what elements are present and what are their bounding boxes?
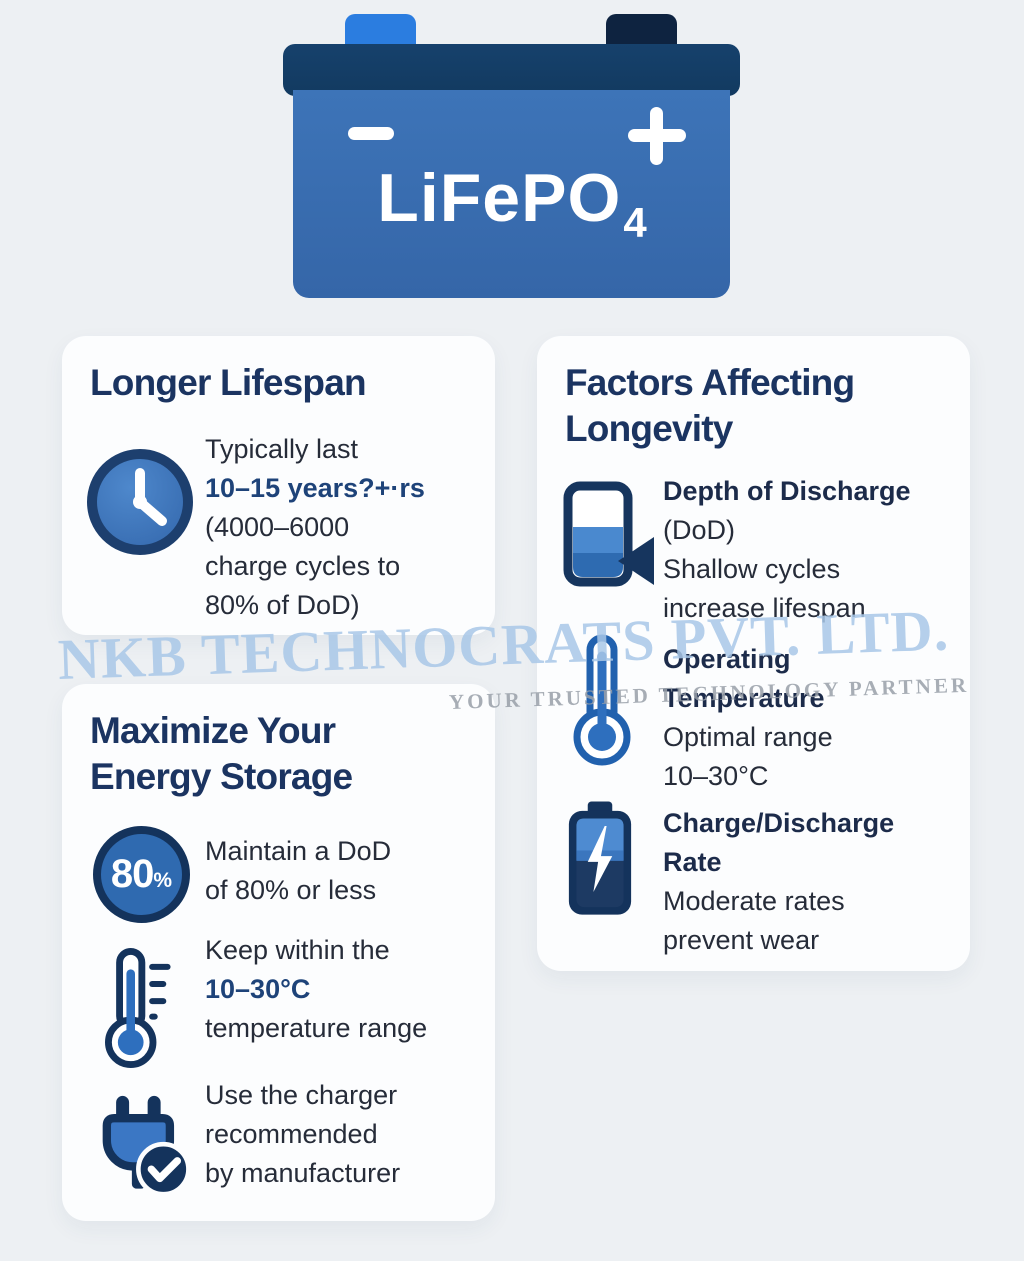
dod-line: increase lifespan (663, 593, 866, 623)
rate-text: Charge/Discharge Rate Moderate rates pre… (663, 804, 894, 960)
card-title-maximize: Maximize Your Energy Storage (90, 708, 353, 800)
charger-line: recommended (205, 1119, 378, 1149)
lifespan-text: Typically last 10–15 years?+·rs (4000–60… (205, 430, 425, 625)
thermometer-scale-icon (105, 948, 171, 1068)
badge-unit: % (153, 868, 173, 892)
card-factors-longevity: Factors Affecting Longevity Depth of Dis… (537, 336, 970, 971)
battery-top-band (283, 44, 740, 96)
rate-line: Rate (663, 847, 722, 877)
temp-range-line: Keep within the (205, 935, 390, 965)
battery-name-subscript: 4 (623, 199, 648, 246)
minus-symbol-icon (348, 127, 394, 140)
temp-range-line: temperature range (205, 1013, 428, 1043)
battery-body: LiFePO4 (293, 90, 730, 298)
temperature-line: Temperature (663, 683, 825, 713)
lifespan-line: (4000–6000 (205, 512, 350, 542)
temperature-line: Operating (663, 644, 791, 674)
charger-line: by manufacturer (205, 1158, 401, 1188)
lifespan-line: Typically last (205, 434, 359, 464)
temp-range-text: Keep within the 10–30°C temperature rang… (205, 931, 427, 1048)
maximize-title-line1: Maximize Your (90, 710, 336, 751)
charger-line: Use the charger (205, 1080, 398, 1110)
clock-icon (87, 449, 193, 555)
dod80-text: Maintain a DoD of 80% or less (205, 832, 391, 910)
factors-title-line2: Longevity (565, 408, 733, 449)
rate-line: Charge/Discharge (663, 808, 895, 838)
battery-charge-icon (568, 801, 632, 915)
card-longer-lifespan: Longer Lifespan Typically last 10–15 yea… (62, 336, 495, 635)
card-title-factors: Factors Affecting Longevity (565, 360, 855, 452)
factors-title-line1: Factors Affecting (565, 362, 855, 403)
lifespan-line: 80% of DoD) (205, 590, 360, 620)
dod-line: Depth of Discharge (663, 476, 911, 506)
temperature-text: Operating Temperature Optimal range 10–3… (663, 640, 833, 796)
dod80-line: of 80% or less (205, 875, 377, 905)
battery-name-text: LiFePO (377, 160, 622, 236)
charger-text: Use the charger recommended by manufactu… (205, 1076, 400, 1193)
maximize-title-line2: Energy Storage (90, 756, 353, 797)
dod-line: Shallow cycles (663, 554, 841, 584)
charger-plug-icon (102, 1095, 191, 1197)
lifespan-line: 10–15 years?+·rs (205, 473, 425, 503)
dod-line: (DoD) (663, 515, 735, 545)
80-percent-badge: 80% (93, 826, 190, 923)
badge-value: 80 (110, 852, 154, 896)
discharge-depth-icon (563, 481, 654, 587)
temp-range-line: 10–30°C (205, 974, 311, 1004)
thermometer-icon (573, 634, 631, 766)
lifespan-line: charge cycles to (205, 551, 401, 581)
temperature-line: 10–30°C (663, 761, 769, 791)
temperature-line: Optimal range (663, 722, 833, 752)
battery-illustration: LiFePO4 (0, 0, 1024, 310)
rate-line: prevent wear (663, 925, 820, 955)
card-maximize-storage: Maximize Your Energy Storage 80% Maintai… (62, 684, 495, 1221)
rate-line: Moderate rates (663, 886, 845, 916)
dod80-line: Maintain a DoD (205, 836, 392, 866)
card-title-longer-lifespan: Longer Lifespan (90, 362, 367, 403)
battery-chemistry-label: LiFePO4 (293, 164, 730, 244)
dod-text: Depth of Discharge (DoD) Shallow cycles … (663, 472, 911, 628)
